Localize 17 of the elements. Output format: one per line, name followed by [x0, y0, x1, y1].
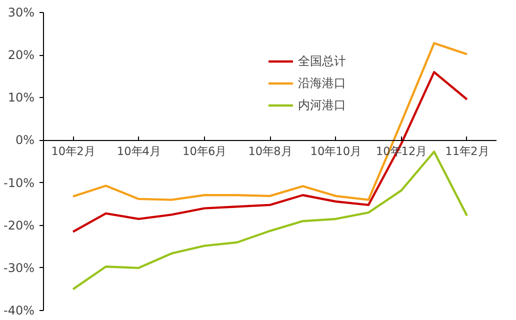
x-tick-label: 10年4月 [116, 144, 161, 158]
legend-label: 全国总计 [298, 52, 346, 70]
y-tick-label: 0% [15, 133, 35, 148]
y-tick-label: -20% [4, 218, 35, 232]
x-tick-label: 10年2月 [51, 144, 95, 158]
y-tick-label: 20% [8, 48, 34, 62]
x-tick-label: 10年6月 [182, 144, 226, 158]
y-tick-label: 10% [8, 90, 34, 105]
legend-label: 沿海港口 [298, 74, 346, 92]
y-tick-label: -40% [4, 304, 35, 318]
y-tick-label: -10% [4, 176, 35, 190]
x-tick-label: 10年8月 [248, 144, 292, 158]
y-tick-label: 30% [8, 6, 34, 20]
y-tick-label: -30% [4, 260, 35, 275]
x-tick-label: 10年10月 [310, 144, 362, 158]
x-tick-label: 11年2月 [445, 144, 489, 158]
legend-label: 内河港口 [298, 96, 346, 114]
